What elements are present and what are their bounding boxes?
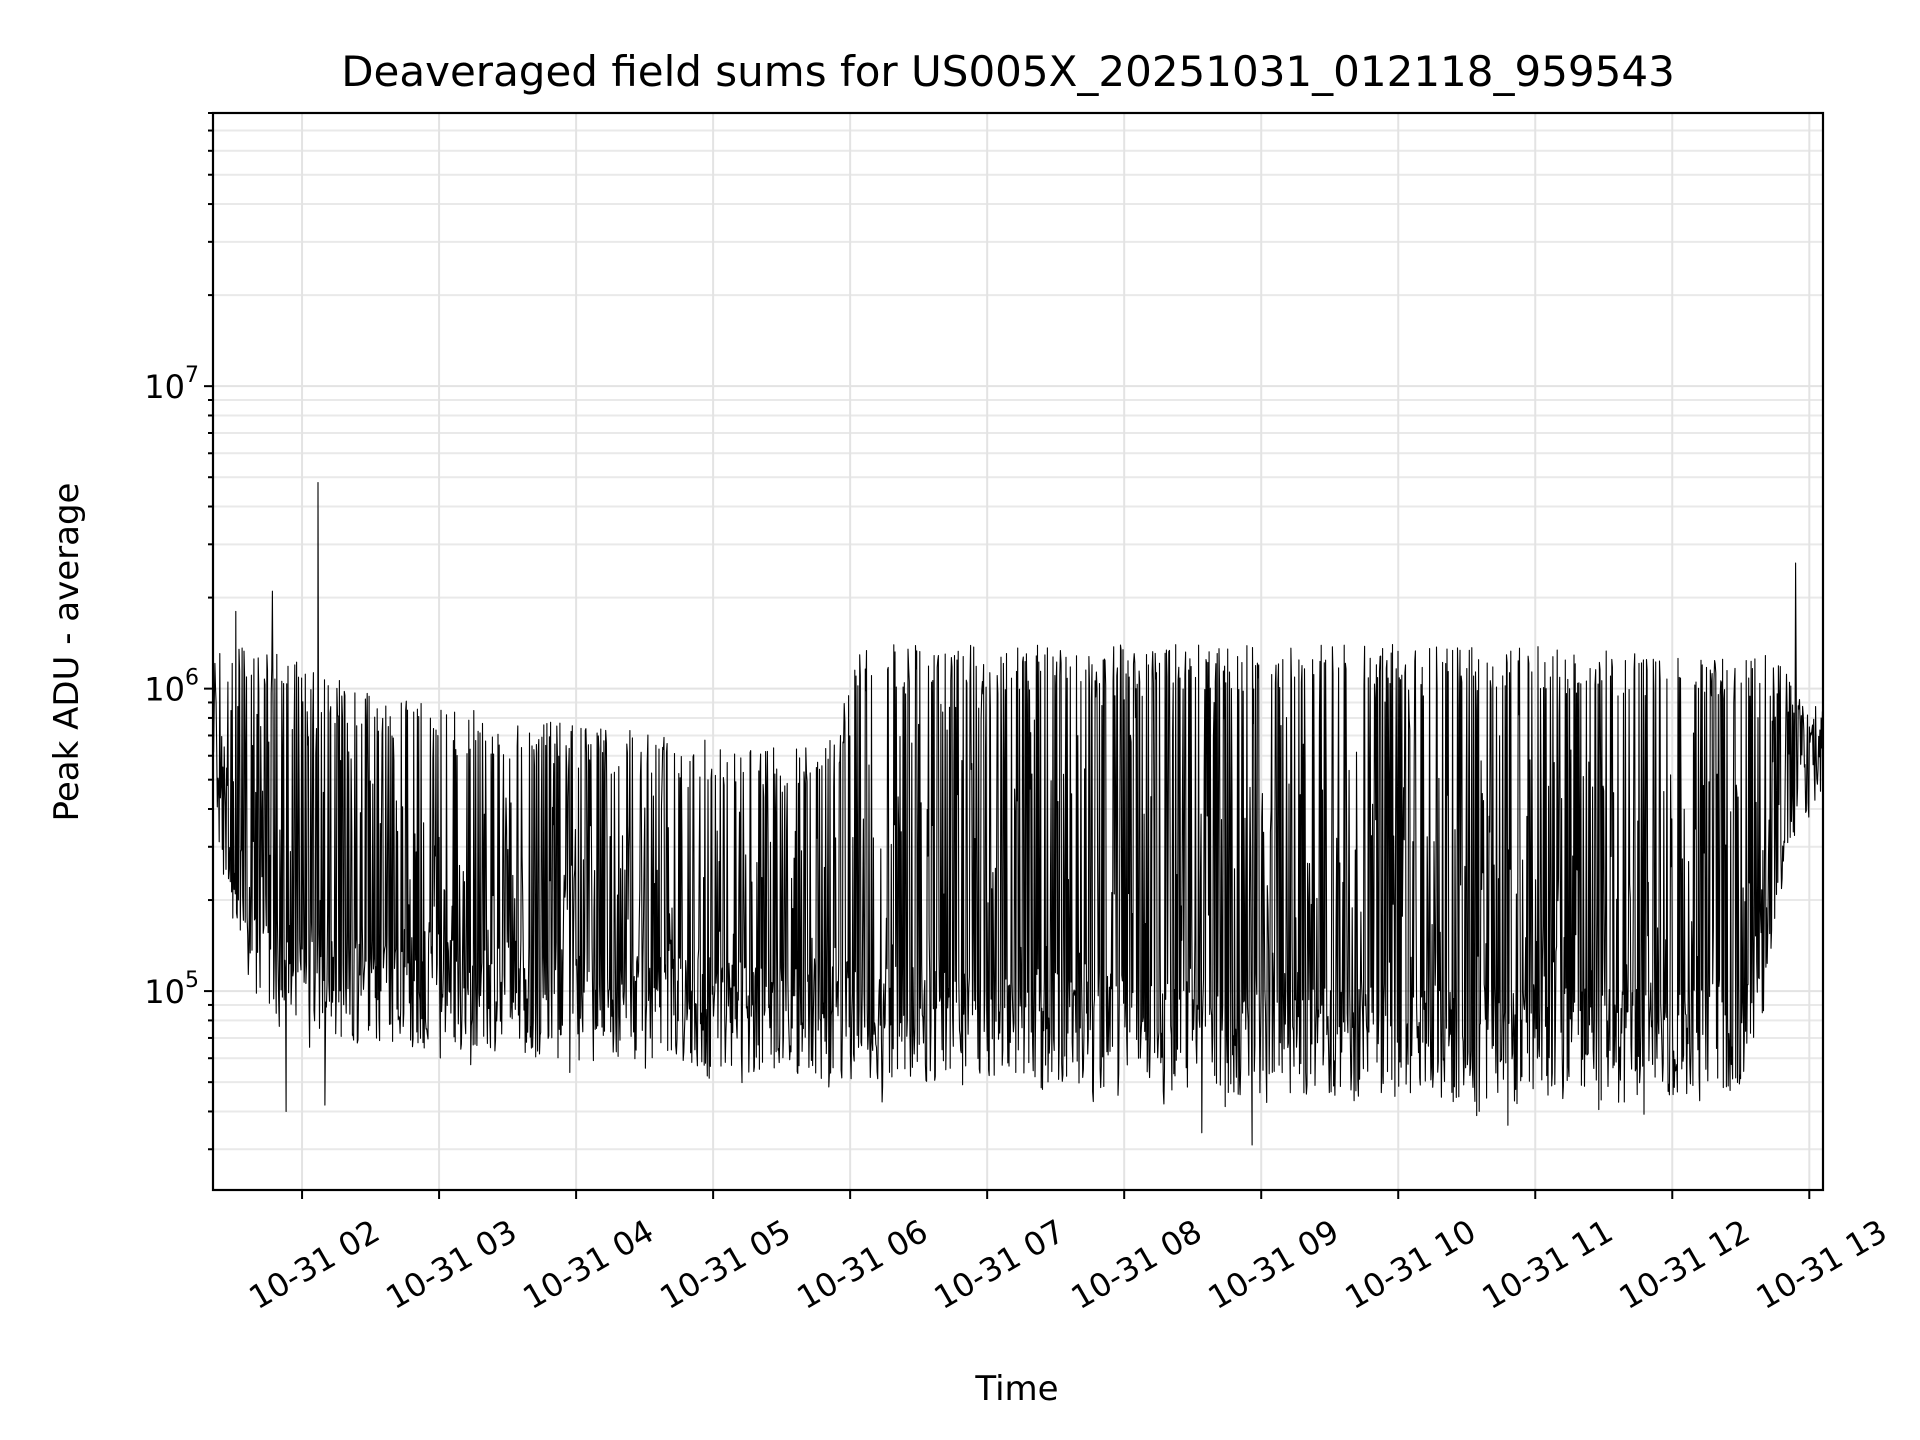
y-axis-ticks: 105 106 107 bbox=[144, 112, 213, 1151]
y-axis-label: Peak ADU - average bbox=[47, 483, 87, 822]
x-tick-label: 10-31 09 bbox=[1202, 1212, 1346, 1317]
chart-title: Deaveraged field sums for US005X_2025103… bbox=[341, 47, 1675, 96]
series-line-peak-adu bbox=[212, 482, 1824, 1146]
x-tick-label: 10-31 02 bbox=[242, 1212, 386, 1317]
y-tick-label: 107 bbox=[144, 363, 199, 406]
x-tick-label: 10-31 04 bbox=[517, 1212, 661, 1317]
plot-frame bbox=[211, 111, 1825, 1192]
y-tick-label: 106 bbox=[144, 666, 199, 709]
x-tick-label: 10-31 10 bbox=[1339, 1212, 1483, 1317]
x-tick-label: 10-31 12 bbox=[1613, 1212, 1757, 1317]
x-tick-label: 10-31 08 bbox=[1065, 1212, 1209, 1317]
x-axis-label: Time bbox=[974, 1369, 1058, 1409]
x-tick-label: 10-31 03 bbox=[379, 1212, 523, 1317]
series-layer bbox=[212, 482, 1824, 1146]
x-tick-label: 10-31 06 bbox=[791, 1212, 935, 1317]
x-tick-label: 10-31 11 bbox=[1476, 1212, 1620, 1317]
y-tick-label: 105 bbox=[144, 968, 199, 1011]
x-tick-label: 10-31 05 bbox=[654, 1212, 798, 1317]
x-tick-label: 10-31 13 bbox=[1750, 1212, 1894, 1317]
x-tick-label: 10-31 07 bbox=[928, 1212, 1072, 1317]
